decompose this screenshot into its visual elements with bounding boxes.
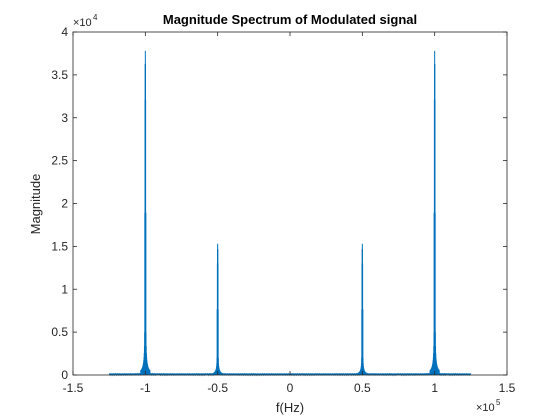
- y-tick-label: 0: [61, 368, 68, 382]
- y-tick-label: 2.5: [51, 154, 68, 168]
- y-tick-label: 2: [61, 197, 68, 211]
- y-exponent-power: 4: [93, 13, 98, 22]
- spectrum-series: [108, 50, 472, 377]
- y-tick-label: 4: [61, 25, 68, 39]
- x-tick-label: -1.5: [63, 381, 84, 395]
- plot-area: [73, 32, 507, 375]
- y-axis-label: Magnitude: [28, 174, 43, 235]
- x-tick-label: 1.5: [499, 381, 516, 395]
- x-axis-exponent: ×10 5: [476, 398, 501, 414]
- x-tick-label: 1: [431, 381, 438, 395]
- chart-title: Magnitude Spectrum of Modulated signal: [163, 12, 417, 27]
- y-exponent-base: ×10: [73, 17, 92, 29]
- y-tick-label: 3: [61, 111, 68, 125]
- x-tick-label: 0.5: [354, 381, 371, 395]
- y-tick-label: 3.5: [51, 68, 68, 82]
- y-tick-label: 1.5: [51, 239, 68, 253]
- y-axis-ticks: 0 0.5 1 1.5 2 2.5 3 3.5 4: [51, 25, 507, 382]
- y-axis-exponent: ×10 4: [73, 13, 98, 29]
- spectrum-peak: [212, 243, 223, 375]
- x-tick-label: 0: [287, 381, 294, 395]
- x-axis-ticks: -1.5 -1 -0.5 0 0.5 1 1.5: [63, 32, 516, 395]
- x-tick-label: -0.5: [207, 381, 228, 395]
- x-exponent-base: ×10: [476, 402, 495, 414]
- y-tick-label: 1: [61, 282, 68, 296]
- y-tick-label: 0.5: [51, 325, 68, 339]
- spectrum-peak: [429, 50, 440, 375]
- x-tick-label: -1: [140, 381, 151, 395]
- x-axis-label: f(Hz): [276, 400, 304, 415]
- x-exponent-power: 5: [496, 398, 501, 407]
- spectrum-peak: [140, 50, 151, 375]
